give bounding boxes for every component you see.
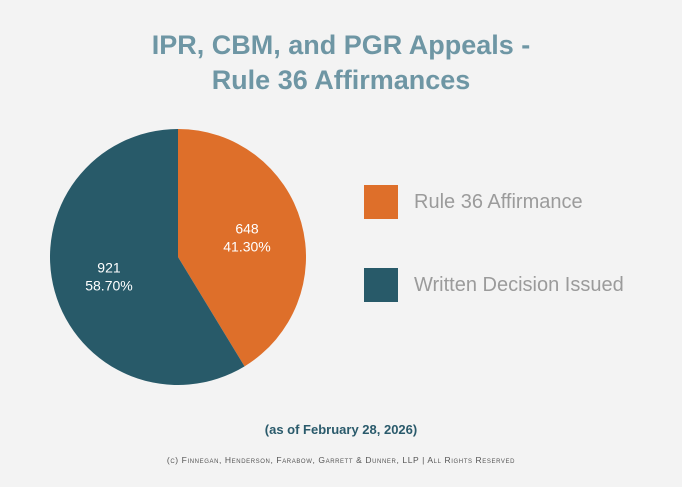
legend-item-rule-36: Rule 36 Affirmance	[364, 185, 583, 219]
chart-title-line-2: Rule 36 Affirmances	[211, 65, 471, 95]
legend-label-rule-36: Rule 36 Affirmance	[414, 190, 583, 213]
pie-slice-written-decision	[49, 129, 245, 386]
pie-value-label-rule-36: 648	[235, 221, 259, 237]
as-of-date: (as of February 28, 2026)	[264, 422, 418, 437]
chart-title: IPR, CBM, and PGR Appeals - Rule 36 Affi…	[0, 28, 682, 98]
copyright-notice: (c) Finnegan, Henderson, Farabow, Garret…	[166, 455, 516, 465]
chart-title-line-1: IPR, CBM, and PGR Appeals -	[151, 30, 531, 60]
legend-swatch-written-decision	[364, 268, 398, 302]
legend-item-written-decision: Written Decision Issued	[364, 268, 624, 302]
legend-swatch-rule-36	[364, 185, 398, 219]
pie-slice-rule-36	[178, 129, 306, 367]
pie-percent-label-written-decision: 58.70%	[85, 277, 132, 293]
pie-percent-label-rule-36: 41.30%	[223, 239, 270, 255]
pie-value-label-written-decision: 921	[97, 259, 121, 275]
legend-label-written-decision: Written Decision Issued	[414, 273, 624, 296]
